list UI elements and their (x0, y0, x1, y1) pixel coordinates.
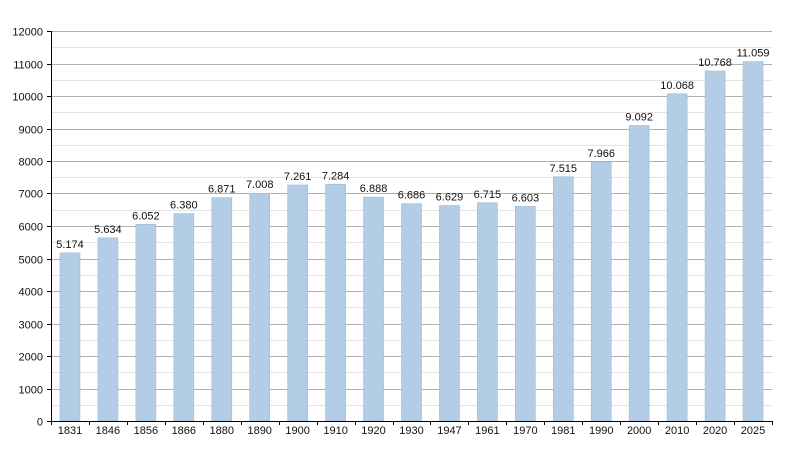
bar (173, 213, 195, 422)
x-tick-label: 1981 (551, 425, 575, 437)
y-tick-label: 4000 (19, 287, 43, 299)
bar (401, 203, 422, 422)
x-tick-label: 1856 (134, 425, 158, 437)
data-label: 7.966 (587, 148, 615, 160)
data-label: 10.068 (660, 80, 694, 92)
axes: 0 1000 2000 3000 4000 5000 6000 7000 8000 9000 100… (12, 27, 773, 437)
bar (742, 61, 764, 422)
x-tick-label: 2010 (665, 425, 689, 437)
data-label: 11.059 (737, 48, 770, 60)
data-label: 5.634 (94, 224, 122, 236)
bar (666, 93, 688, 422)
x-tick-label: 1930 (399, 425, 423, 437)
data-label: 6.888 (360, 183, 388, 195)
data-label: 10.768 (698, 57, 732, 69)
x-tick-label: 1846 (96, 425, 120, 437)
bar (704, 70, 726, 422)
y-tick-label: 1000 (19, 385, 43, 397)
bar (477, 202, 498, 422)
bar (287, 184, 308, 422)
data-label: 6.715 (474, 189, 502, 201)
y-tick-label: 10000 (12, 92, 43, 104)
y-tick-label: 3000 (19, 320, 43, 332)
data-label: 9.092 (625, 112, 653, 124)
y-tick-label: 6000 (19, 222, 43, 234)
x-tick-label: 1910 (323, 425, 347, 437)
x-tick-label: 1890 (247, 425, 271, 437)
data-label: 6.686 (398, 190, 426, 202)
bar (552, 176, 574, 422)
y-tick-label: 7000 (19, 189, 43, 201)
bar (97, 237, 119, 422)
data-label: 7.284 (322, 170, 350, 182)
bar (325, 183, 346, 422)
y-tick-label: 11000 (13, 60, 43, 72)
y-tick-label: 12000 (12, 27, 43, 39)
data-labels: 5.174 5.634 6.052 6.380 6.871 7.008 7.261 7.284… (56, 48, 769, 251)
bar (249, 192, 271, 422)
bar (135, 224, 157, 422)
bar (363, 196, 384, 422)
bars (59, 61, 764, 422)
data-label: 7.515 (550, 163, 578, 175)
data-label: 7.261 (284, 171, 312, 183)
x-tick-label: 2000 (627, 425, 651, 437)
bar (211, 197, 233, 422)
y-tick-label: 2000 (19, 352, 43, 364)
x-tick-label: 1947 (437, 425, 461, 437)
data-label: 6.871 (208, 184, 236, 196)
data-label: 5.174 (56, 239, 84, 251)
x-tick-label: 1920 (361, 425, 385, 437)
x-tick-label: 1900 (285, 425, 309, 437)
y-tick-label: 8000 (19, 157, 43, 169)
data-label: 6.629 (436, 192, 464, 204)
bar (628, 125, 650, 422)
x-tick-label: 1866 (172, 425, 196, 437)
data-label: 6.603 (512, 192, 540, 204)
bar (590, 161, 612, 422)
x-tick-label: 1880 (210, 425, 234, 437)
x-tick-label: 1970 (513, 425, 537, 437)
bar (439, 205, 460, 422)
x-tick-label: 1961 (475, 425, 499, 437)
x-tick-label: 2020 (703, 425, 727, 437)
bar (59, 252, 81, 422)
bar (515, 206, 536, 422)
y-tick-label: 9000 (19, 125, 43, 137)
x-tick-label: 2025 (741, 425, 765, 437)
data-label: 7.008 (246, 179, 274, 191)
x-tick-label: 1831 (58, 425, 82, 437)
y-tick-label: 0 (37, 417, 43, 429)
y-tick-label: 5000 (19, 255, 43, 267)
x-tick-label: 1990 (589, 425, 613, 437)
data-label: 6.380 (170, 200, 198, 212)
data-label: 6.052 (132, 210, 160, 222)
